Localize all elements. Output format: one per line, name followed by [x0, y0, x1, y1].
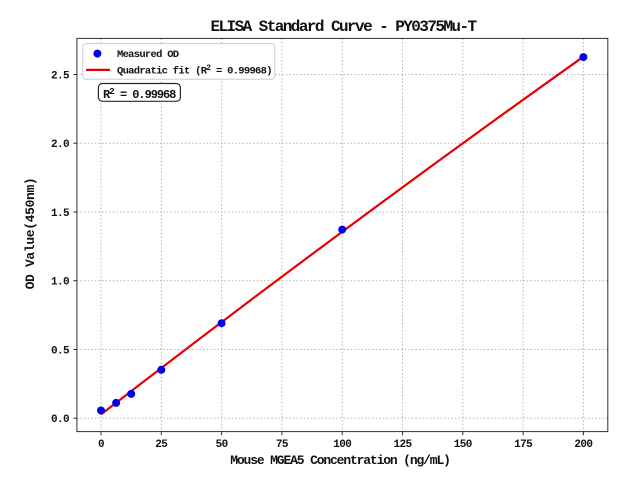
svg-text:Quadratic fit (R2 = 0.99968): Quadratic fit (R2 = 0.99968) [117, 64, 272, 78]
svg-text:150: 150 [454, 439, 472, 451]
svg-text:ELISA Standard Curve - PY0375M: ELISA Standard Curve - PY0375Mu-T [210, 18, 477, 36]
svg-text:Mouse MGEA5 Concentration (ng/: Mouse MGEA5 Concentration (ng/mL) [230, 453, 450, 468]
svg-text:25: 25 [155, 439, 168, 451]
svg-text:100: 100 [333, 439, 351, 451]
svg-text:0: 0 [98, 439, 104, 451]
svg-text:0.5: 0.5 [51, 346, 70, 358]
svg-text:125: 125 [393, 439, 412, 451]
svg-text:Measured OD: Measured OD [117, 49, 179, 61]
svg-text:0.0: 0.0 [51, 414, 69, 426]
svg-text:OD Value(450nm): OD Value(450nm) [23, 178, 38, 290]
svg-text:R2 = 0.99968: R2 = 0.99968 [103, 86, 176, 102]
svg-text:200: 200 [574, 439, 592, 451]
svg-text:1.5: 1.5 [51, 208, 70, 220]
svg-text:50: 50 [216, 439, 228, 451]
svg-text:1.0: 1.0 [51, 277, 69, 289]
svg-text:75: 75 [276, 439, 289, 451]
svg-text:175: 175 [514, 439, 533, 451]
svg-text:2.5: 2.5 [51, 71, 70, 83]
svg-text:2.0: 2.0 [51, 139, 69, 151]
